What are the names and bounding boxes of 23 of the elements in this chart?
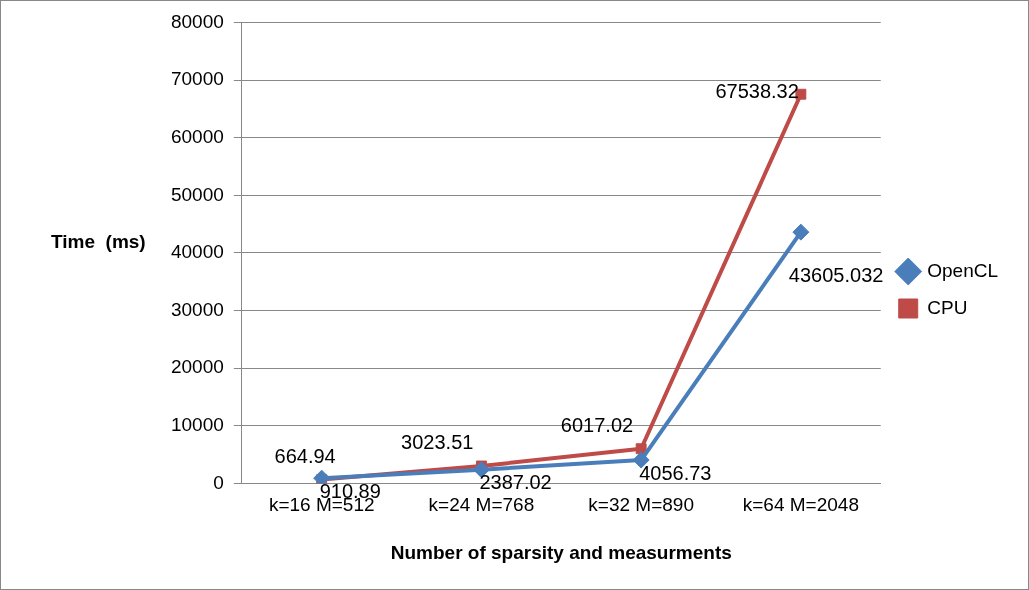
- y-tick-label: 60000: [170, 125, 224, 147]
- data-label: 43605.032: [788, 263, 884, 286]
- legend-label: CPU: [927, 296, 968, 318]
- x-axis-title: Number of sparsity and measurments: [390, 541, 732, 563]
- data-label: 3023.51: [401, 431, 474, 454]
- y-tick-label: 0: [213, 471, 224, 493]
- y-tick-label: 50000: [170, 183, 224, 205]
- y-tick-label: 80000: [170, 10, 224, 32]
- y-axis-title: Time (ms): [51, 231, 146, 253]
- x-tick-label: k=32 M=890: [588, 494, 694, 516]
- data-label: 6017.02: [560, 414, 634, 437]
- y-tick-label: 10000: [170, 414, 224, 436]
- y-tick-label: 40000: [170, 241, 224, 263]
- data-label: 4056.73: [639, 461, 712, 484]
- x-tick-label: k=24 M=768: [428, 494, 535, 516]
- legend-label: OpenCL: [927, 259, 999, 281]
- data-label: 67538.32: [715, 79, 799, 102]
- data-label: 2387.02: [479, 471, 552, 494]
- y-tick-label: 30000: [170, 298, 224, 320]
- x-tick-label: k=64 M=2048: [742, 494, 859, 516]
- data-label: 664.94: [274, 445, 336, 468]
- y-tick-label: 20000: [170, 356, 224, 378]
- y-tick-label: 70000: [170, 68, 224, 90]
